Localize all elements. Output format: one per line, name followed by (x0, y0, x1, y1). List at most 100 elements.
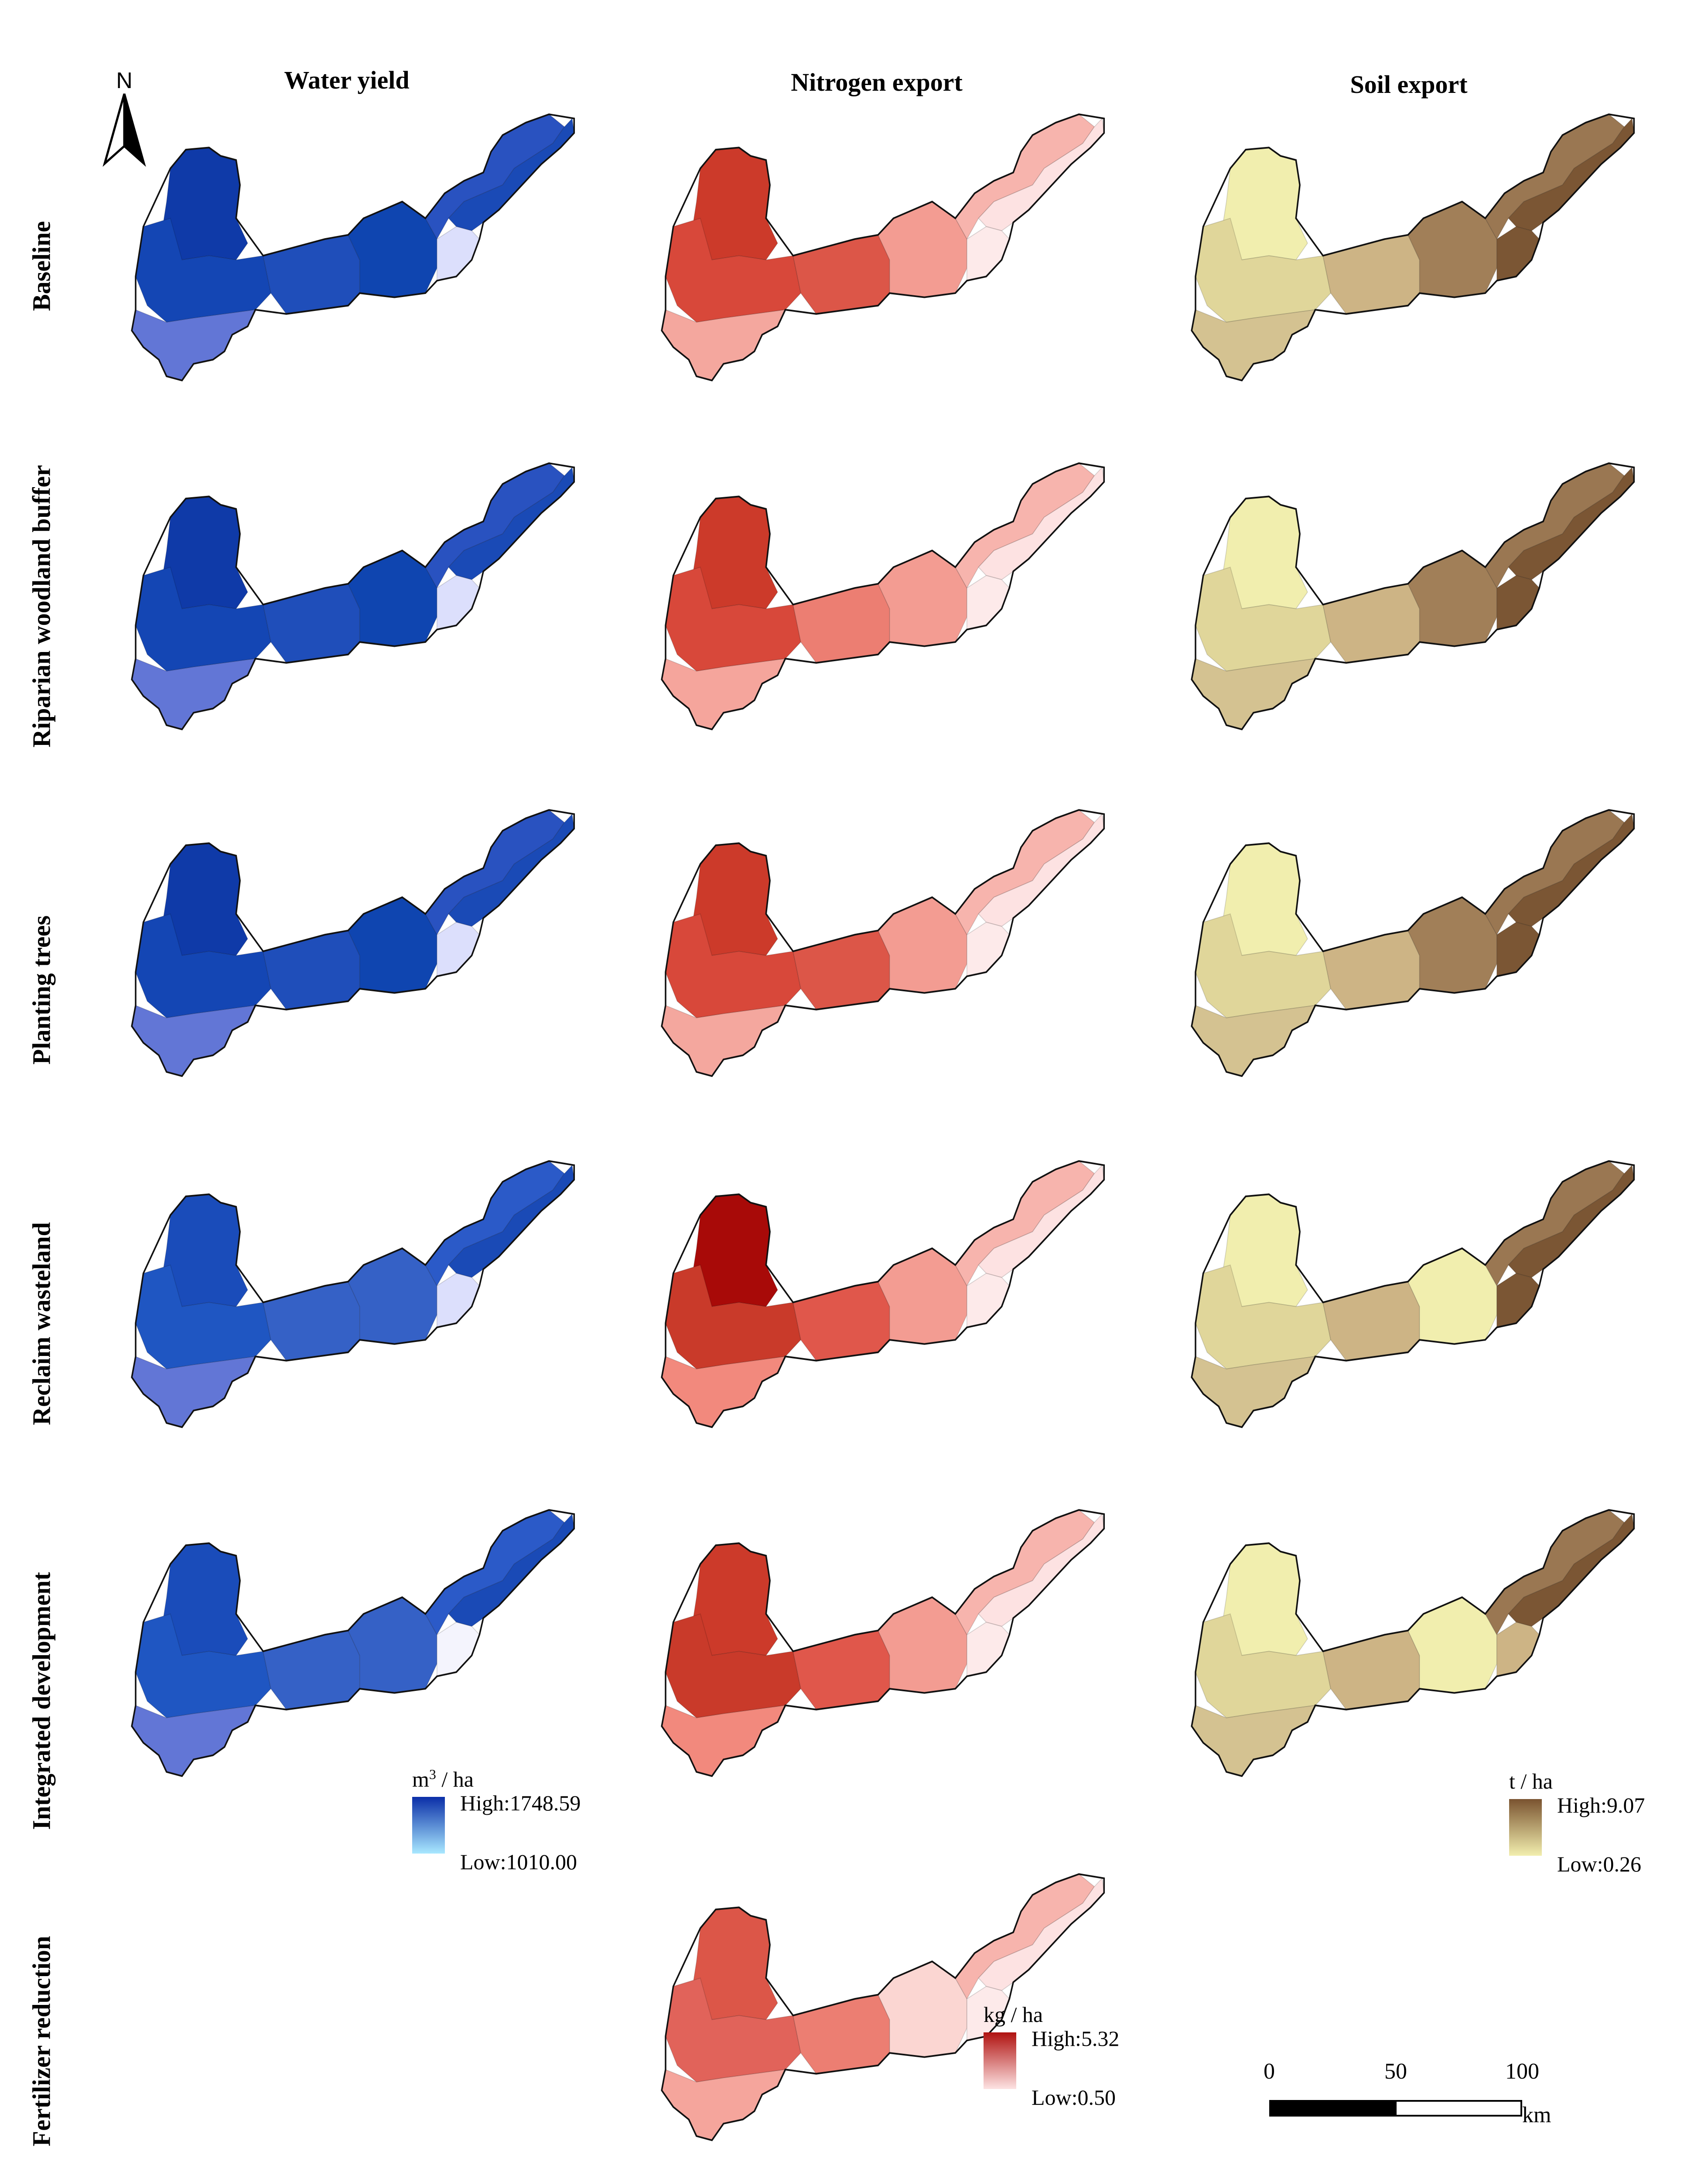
map-zone (661, 1704, 786, 1777)
map-zone (1407, 897, 1497, 994)
watershed-outline (131, 809, 575, 1077)
map-zone (1496, 922, 1540, 977)
map-zone (1407, 1248, 1497, 1345)
map-zone (955, 1509, 1095, 1636)
legend-unit: kg / ha (984, 2002, 1043, 2027)
watershed-outline (131, 113, 575, 382)
map-zone (1407, 550, 1497, 647)
map-zone (1407, 201, 1497, 298)
row-title-baseline: Baseline (27, 221, 56, 311)
column-title-nitrogen-export: Nitrogen export (791, 68, 963, 96)
map-zone (878, 201, 967, 298)
map-zone (1191, 1704, 1316, 1777)
map-zone (131, 1356, 256, 1428)
scale-unit: km (1522, 2103, 1551, 2127)
watershed-outline (131, 1509, 575, 1777)
map-zone (436, 226, 480, 281)
map-zone (263, 234, 360, 314)
map-zone (793, 1281, 890, 1361)
map-zone (263, 583, 360, 663)
row-title-riparian-woodland-buffer: Riparian woodland buffer (27, 465, 56, 748)
map-zone (1485, 1509, 1625, 1636)
map-zone (955, 809, 1095, 936)
map-zone (1407, 1597, 1497, 1694)
map-zone (135, 1264, 271, 1369)
map-zone (263, 930, 360, 1010)
column-title-water-yield: Water yield (284, 66, 410, 94)
map-zone (966, 1622, 1010, 1677)
map-zone (1322, 1281, 1420, 1361)
watershed-outline (1191, 809, 1635, 1077)
row-title-fertilizer-reduction: Fertilizer reduction (27, 1936, 56, 2147)
legend-high-label: High:1748.59 (460, 1791, 581, 1815)
map-zone (665, 1977, 801, 2083)
map-zone (661, 2069, 786, 2141)
map-nitrogen-row-5 (584, 1803, 1125, 2161)
map-zone (135, 218, 271, 323)
legend-high-label: High:5.32 (1032, 2026, 1120, 2051)
watershed-outline (661, 1160, 1105, 1428)
map-nitrogen-row-0 (584, 44, 1125, 401)
north-arrow-icon (102, 93, 146, 167)
map-zone (955, 1874, 1095, 2000)
legend-unit: m3 / ha (412, 1766, 474, 1792)
map-zone (436, 1273, 480, 1328)
map-zone (661, 309, 786, 381)
map-zone (1496, 1273, 1540, 1328)
map-zone (955, 463, 1095, 589)
map-zone (348, 201, 437, 298)
map-zone (955, 1161, 1095, 1287)
legend-unit: t / ha (1509, 1769, 1553, 1793)
watershed-outline (661, 1873, 1105, 2141)
legend-low-label: Low:0.26 (1557, 1852, 1642, 1876)
map-zone (665, 1613, 801, 1718)
map-zone (661, 1356, 786, 1428)
map-zone (878, 897, 967, 994)
map-zone (1496, 226, 1540, 281)
map-water-row-0 (55, 44, 595, 401)
map-zone (878, 1961, 967, 2058)
north-label: N (116, 68, 133, 93)
map-zone (1485, 463, 1625, 589)
color-ramp-soil (1509, 1799, 1542, 1856)
map-zone (1322, 234, 1420, 314)
map-zone (878, 1597, 967, 1694)
map-zone (436, 1622, 480, 1677)
legend-high-label: High:9.07 (1557, 1793, 1645, 1817)
map-soil-row-0 (1114, 44, 1655, 401)
map-zone (348, 897, 437, 994)
map-zone (661, 1004, 786, 1077)
map-zone (1195, 1264, 1331, 1369)
map-zone (425, 463, 565, 589)
map-soil-row-3 (1114, 1090, 1655, 1448)
map-water-row-2 (55, 739, 595, 1097)
watershed-outline (1191, 462, 1635, 731)
map-zone (1496, 1622, 1540, 1677)
map-zone (1191, 309, 1316, 381)
map-zone (135, 1613, 271, 1718)
map-zone (1195, 567, 1331, 672)
map-zone (1322, 1630, 1420, 1710)
map-zone (263, 1630, 360, 1710)
row-title-integrated-development: Integrated development (27, 1572, 56, 1830)
map-zone (793, 1994, 890, 2074)
legend-low-label: Low:1010.00 (460, 1850, 577, 1874)
watershed-outline (1191, 113, 1635, 382)
map-zone (1485, 1161, 1625, 1287)
map-zone (1322, 583, 1420, 663)
map-nitrogen-row-1 (584, 393, 1125, 750)
map-nitrogen-row-2 (584, 739, 1125, 1097)
map-zone (1195, 913, 1331, 1018)
map-zone (1496, 575, 1540, 630)
map-nitrogen-row-3 (584, 1090, 1125, 1448)
map-zone (1195, 218, 1331, 323)
map-zone (263, 1281, 360, 1361)
watershed-outline (1191, 1509, 1635, 1777)
map-zone (425, 1161, 565, 1287)
watershed-outline (131, 462, 575, 731)
column-title-soil-export: Soil export (1350, 70, 1468, 99)
color-ramp-nitrogen (984, 2032, 1016, 2089)
row-title-reclaim-wasteland: Reclaim wasteland (27, 1222, 56, 1425)
scale-segment-black (1269, 2100, 1397, 2117)
watershed-outline (1191, 1160, 1635, 1428)
